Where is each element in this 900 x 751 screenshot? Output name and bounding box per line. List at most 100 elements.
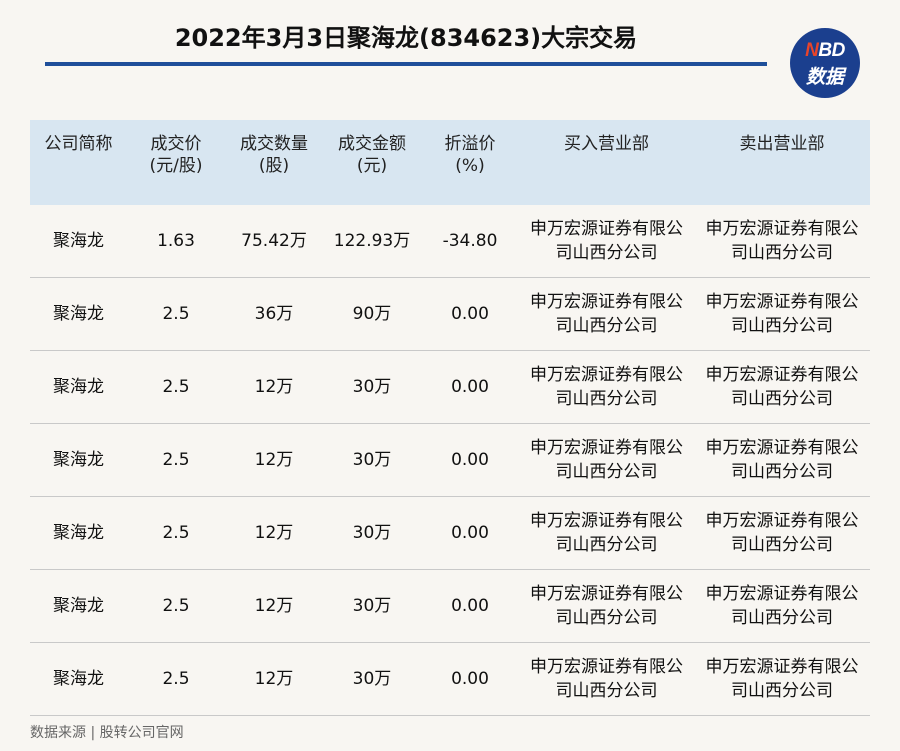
logo-bd: BD — [818, 40, 845, 61]
cell-buyer-line: 司山西分公司 — [555, 681, 658, 701]
cell-seller: 申万宏源证券有限公 司山西分公司 — [694, 496, 870, 570]
cell-company: 聚海龙 — [30, 350, 127, 424]
header-price-line: 成交价 — [150, 134, 202, 154]
cell-volume: 12万 — [225, 642, 323, 716]
cell-volume: 75.42万 — [225, 205, 323, 278]
header-amount-line: 成交金额 — [338, 134, 406, 154]
cell-buyer: 申万宏源证券有限公 司山西分公司 — [519, 642, 694, 716]
header-amount: 成交金额 (元) — [323, 120, 421, 205]
cell-seller-line: 司山西分公司 — [731, 608, 833, 628]
cell-price: 1.63 — [127, 205, 225, 278]
cell-buyer-line: 申万宏源证券有限公 — [530, 219, 683, 239]
cell-volume: 36万 — [225, 277, 323, 351]
cell-price: 2.5 — [127, 642, 225, 716]
cell-company: 聚海龙 — [30, 277, 127, 351]
cell-seller-line: 司山西分公司 — [731, 462, 833, 482]
cell-buyer-line: 申万宏源证券有限公 — [530, 438, 683, 458]
cell-seller-line: 申万宏源证券有限公 — [705, 365, 859, 385]
cell-seller-line: 申万宏源证券有限公 — [705, 438, 859, 458]
data-source: 数据来源 | 股转公司官网 — [30, 725, 184, 741]
header-seller-line: 卖出营业部 — [739, 134, 825, 154]
cell-buyer-line: 申万宏源证券有限公 — [530, 365, 683, 385]
header-seller: 卖出营业部 — [694, 120, 870, 205]
cell-premium: 0.00 — [421, 423, 519, 497]
cell-seller: 申万宏源证券有限公 司山西分公司 — [694, 350, 870, 424]
cell-amount: 122.93万 — [323, 205, 421, 278]
cell-buyer-line: 司山西分公司 — [555, 535, 658, 555]
header-premium: 折溢价 (%) — [421, 120, 519, 205]
table-header-row: 公司简称 成交价 (元/股) 成交数量 (股) 成交金额 (元) 折溢价 (%) 买入营业部 卖出营… — [30, 120, 870, 205]
nbd-logo: NBD 数据 — [790, 28, 860, 98]
cell-seller-line: 申万宏源证券有限公 — [705, 657, 859, 677]
header-volume-line: 成交数量 — [240, 134, 308, 154]
cell-amount: 30万 — [323, 569, 421, 643]
cell-premium: 0.00 — [421, 350, 519, 424]
header-price: 成交价 (元/股) — [127, 120, 225, 205]
header-premium-line: 折溢价 — [444, 134, 496, 154]
cell-premium: -34.80 — [421, 205, 519, 278]
cell-price: 2.5 — [127, 350, 225, 424]
cell-buyer-line: 申万宏源证券有限公 — [530, 657, 683, 677]
header-buyer: 买入营业部 — [519, 120, 694, 205]
header-price-line: (元/股) — [149, 156, 203, 176]
cell-volume: 12万 — [225, 496, 323, 570]
cell-buyer-line: 申万宏源证券有限公 — [530, 511, 683, 531]
header-company-line: 公司简称 — [44, 134, 113, 154]
cell-company: 聚海龙 — [30, 496, 127, 570]
cell-amount: 30万 — [323, 423, 421, 497]
table-row: 聚海龙 2.5 12万 30万 0.00 申万宏源证券有限公 司山西分公司 申万宏源证券有限公… — [30, 569, 870, 643]
logo-line-1: NBD — [790, 40, 860, 62]
logo-line-2: 数据 — [805, 66, 844, 88]
cell-seller: 申万宏源证券有限公 司山西分公司 — [694, 642, 870, 716]
table-row: 聚海龙 2.5 12万 30万 0.00 申万宏源证券有限公 司山西分公司 申万宏源证券有限公… — [30, 350, 870, 424]
cell-buyer-line: 司山西分公司 — [555, 608, 658, 628]
header-amount-line: (元) — [356, 156, 388, 176]
cell-seller: 申万宏源证券有限公 司山西分公司 — [694, 569, 870, 643]
cell-buyer-line: 申万宏源证券有限公 — [530, 292, 683, 312]
cell-seller-line: 司山西分公司 — [731, 243, 833, 263]
cell-seller-line: 申万宏源证券有限公 — [705, 292, 859, 312]
cell-volume: 12万 — [225, 569, 323, 643]
cell-seller-line: 司山西分公司 — [731, 316, 833, 336]
cell-seller: 申万宏源证券有限公 司山西分公司 — [694, 423, 870, 497]
table-body: 聚海龙 1.63 75.42万 122.93万 -34.80 申万宏源证券有限公 司山西分公… — [30, 205, 870, 716]
cell-company: 聚海龙 — [30, 642, 127, 716]
header-volume: 成交数量 (股) — [225, 120, 323, 205]
header-buyer-line: 买入营业部 — [564, 134, 649, 154]
cell-amount: 30万 — [323, 496, 421, 570]
cell-premium: 0.00 — [421, 496, 519, 570]
cell-amount: 30万 — [323, 642, 421, 716]
cell-buyer-line: 司山西分公司 — [555, 316, 658, 336]
cell-amount: 90万 — [323, 277, 421, 351]
cell-seller-line: 司山西分公司 — [731, 681, 833, 701]
cell-volume: 12万 — [225, 423, 323, 497]
table-row: 聚海龙 1.63 75.42万 122.93万 -34.80 申万宏源证券有限公 司山西分公… — [30, 205, 870, 278]
cell-seller: 申万宏源证券有限公 司山西分公司 — [694, 277, 870, 351]
page-title: 2022年3月3日聚海龙(834623)大宗交易 — [174, 24, 638, 52]
cell-company: 聚海龙 — [30, 205, 127, 278]
cell-premium: 0.00 — [421, 642, 519, 716]
cell-seller-line: 司山西分公司 — [731, 535, 833, 555]
cell-seller-line: 申万宏源证券有限公 — [705, 219, 859, 239]
header-company: 公司简称 — [30, 120, 127, 205]
cell-buyer: 申万宏源证券有限公 司山西分公司 — [519, 205, 694, 278]
cell-amount: 30万 — [323, 350, 421, 424]
header-premium-line: (%) — [455, 156, 485, 176]
cell-buyer: 申万宏源证券有限公 司山西分公司 — [519, 496, 694, 570]
cell-buyer: 申万宏源证券有限公 司山西分公司 — [519, 277, 694, 351]
cell-buyer: 申万宏源证券有限公 司山西分公司 — [519, 423, 694, 497]
cell-price: 2.5 — [127, 569, 225, 643]
cell-price: 2.5 — [127, 423, 225, 497]
logo-n: N — [805, 40, 819, 61]
cell-price: 2.5 — [127, 277, 225, 351]
cell-seller-line: 申万宏源证券有限公 — [705, 511, 859, 531]
cell-buyer-line: 司山西分公司 — [555, 462, 658, 482]
cell-buyer-line: 司山西分公司 — [555, 389, 658, 409]
cell-buyer: 申万宏源证券有限公 司山西分公司 — [519, 350, 694, 424]
cell-premium: 0.00 — [421, 277, 519, 351]
table-row: 聚海龙 2.5 12万 30万 0.00 申万宏源证券有限公 司山西分公司 申万宏源证券有限公… — [30, 642, 870, 716]
cell-buyer-line: 申万宏源证券有限公 — [530, 584, 683, 604]
title-underline — [45, 62, 767, 66]
block-trade-table: 公司简称 成交价 (元/股) 成交数量 (股) 成交金额 (元) 折溢价 (%) 买入营业部 卖出营… — [30, 120, 870, 716]
cell-buyer-line: 司山西分公司 — [555, 243, 658, 263]
